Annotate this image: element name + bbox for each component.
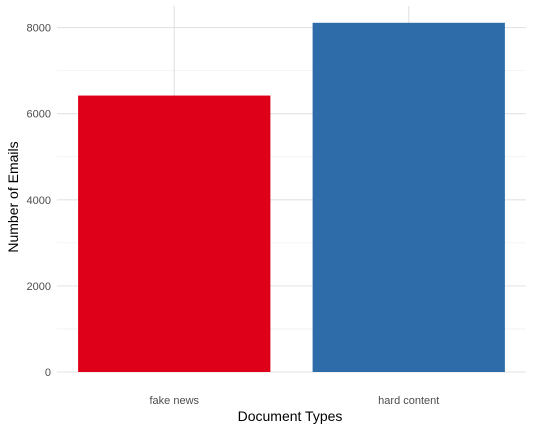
- y-tick-label: 4000: [27, 195, 51, 207]
- bars: [78, 22, 505, 373]
- x-axis-title: Document Types: [238, 408, 343, 424]
- y-axis-title: Number of Emails: [5, 141, 21, 252]
- y-tick-label: 0: [45, 367, 51, 379]
- y-tick-label: 8000: [27, 23, 51, 35]
- x-tick-label: hard content: [378, 395, 439, 407]
- x-tick-label: fake news: [149, 395, 199, 407]
- x-tick-labels: fake news hard content: [149, 395, 439, 407]
- y-tick-labels: 0 2000 4000 6000 8000: [27, 23, 51, 379]
- bar-hard-content: [312, 22, 505, 373]
- y-tick-label: 6000: [27, 109, 51, 121]
- y-tick-label: 2000: [27, 281, 51, 293]
- bar-fake-news: [78, 95, 271, 373]
